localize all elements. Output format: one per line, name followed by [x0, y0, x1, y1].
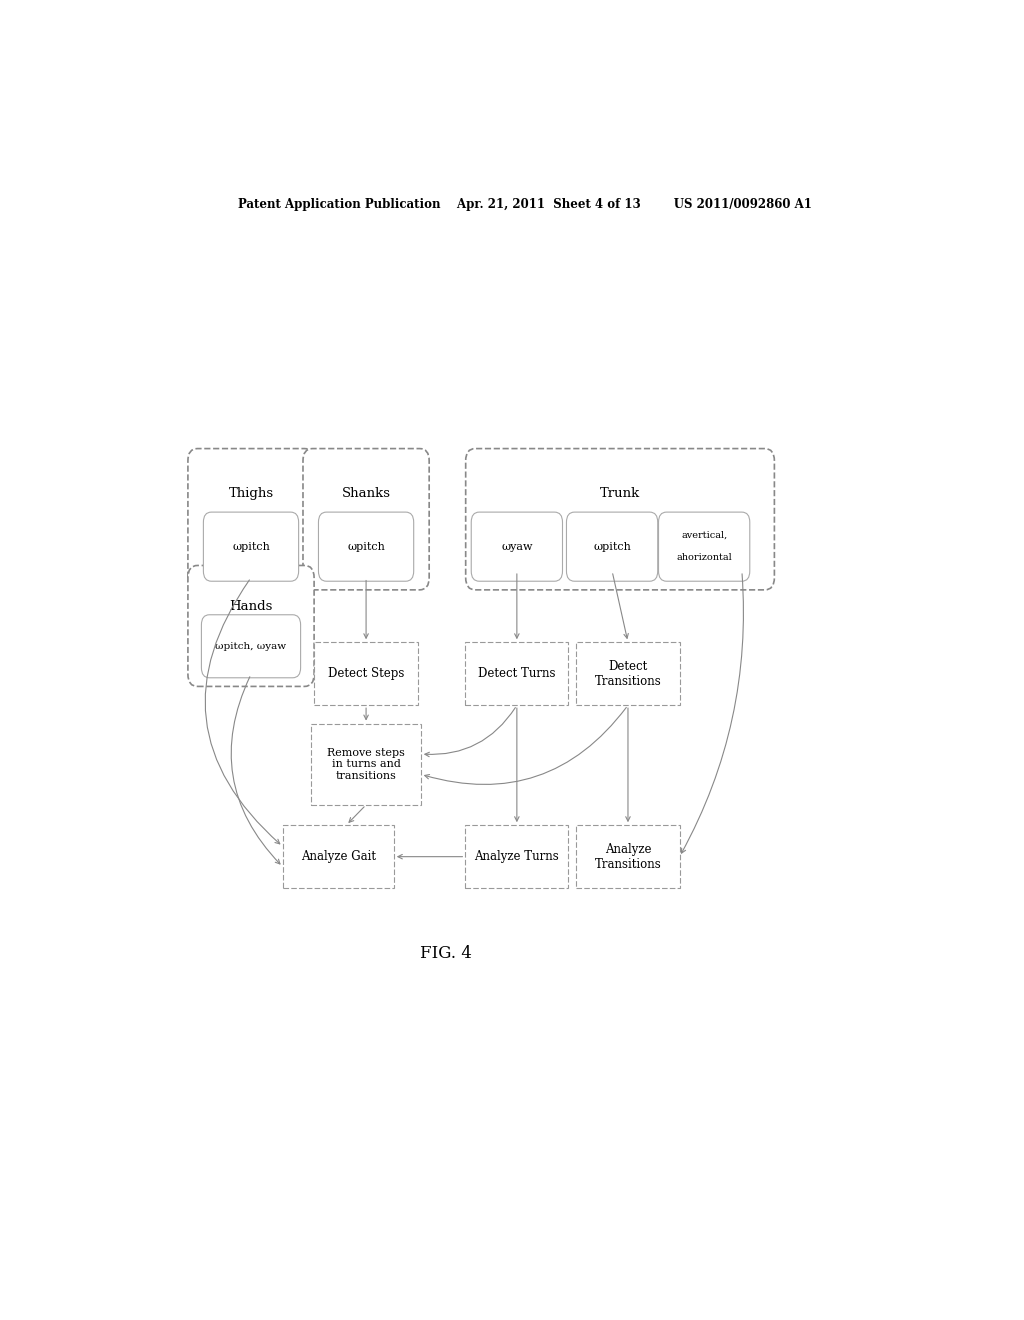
Text: ωpitch: ωpitch: [232, 541, 270, 552]
Text: Analyze
Transitions: Analyze Transitions: [595, 842, 662, 871]
FancyBboxPatch shape: [465, 825, 568, 888]
Text: Analyze Gait: Analyze Gait: [301, 850, 376, 863]
FancyBboxPatch shape: [566, 512, 657, 581]
Text: Remove steps
in turns and
transitions: Remove steps in turns and transitions: [327, 747, 406, 780]
Text: Trunk: Trunk: [600, 487, 640, 500]
Text: Patent Application Publication    Apr. 21, 2011  Sheet 4 of 13        US 2011/00: Patent Application Publication Apr. 21, …: [238, 198, 812, 211]
FancyBboxPatch shape: [658, 512, 750, 581]
Text: Thighs: Thighs: [228, 487, 273, 500]
Text: ωpitch: ωpitch: [593, 541, 631, 552]
Text: ωpitch, ωyaw: ωpitch, ωyaw: [215, 642, 287, 651]
Text: Shanks: Shanks: [342, 487, 390, 500]
FancyBboxPatch shape: [311, 723, 421, 805]
FancyBboxPatch shape: [318, 512, 414, 581]
FancyBboxPatch shape: [188, 565, 314, 686]
FancyBboxPatch shape: [303, 449, 429, 590]
Text: ωpitch: ωpitch: [347, 541, 385, 552]
FancyBboxPatch shape: [204, 512, 299, 581]
Text: ahorizontal: ahorizontal: [676, 553, 732, 562]
FancyBboxPatch shape: [577, 825, 680, 888]
FancyBboxPatch shape: [577, 643, 680, 705]
FancyBboxPatch shape: [466, 449, 774, 590]
FancyBboxPatch shape: [465, 643, 568, 705]
Text: Detect
Transitions: Detect Transitions: [595, 660, 662, 688]
Text: Analyze Turns: Analyze Turns: [474, 850, 559, 863]
FancyBboxPatch shape: [283, 825, 394, 888]
FancyBboxPatch shape: [202, 615, 301, 677]
FancyBboxPatch shape: [188, 449, 314, 590]
FancyBboxPatch shape: [314, 643, 418, 705]
Text: avertical,: avertical,: [681, 531, 727, 540]
Text: ωyaw: ωyaw: [501, 541, 532, 552]
Text: Hands: Hands: [229, 601, 272, 612]
Text: Detect Steps: Detect Steps: [328, 667, 404, 680]
Text: Detect Turns: Detect Turns: [478, 667, 556, 680]
Text: FIG. 4: FIG. 4: [420, 945, 471, 962]
FancyBboxPatch shape: [471, 512, 562, 581]
